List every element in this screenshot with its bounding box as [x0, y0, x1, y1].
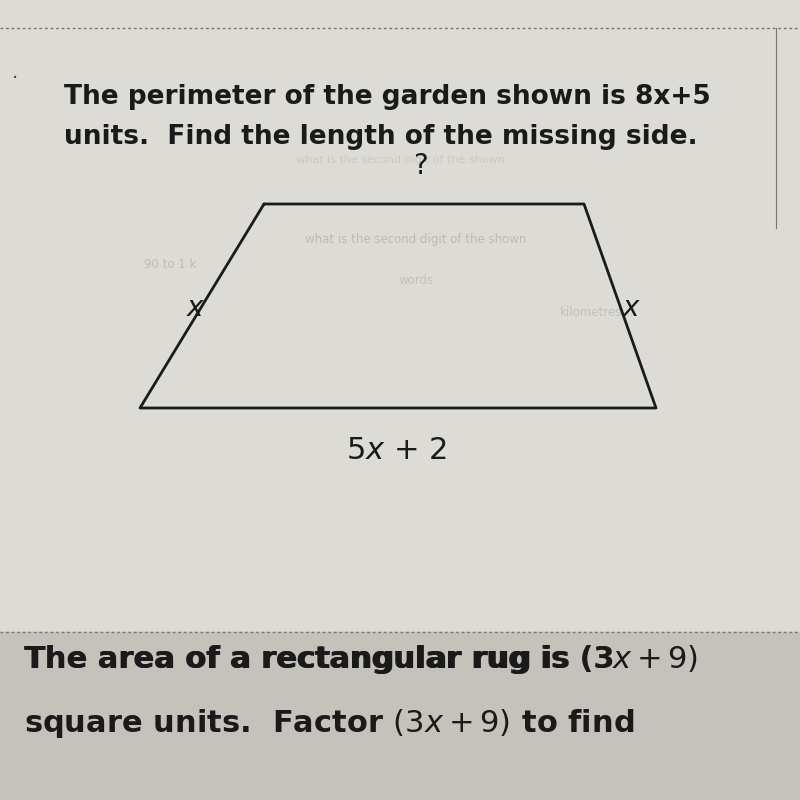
Text: $x$: $x$: [622, 294, 642, 322]
Text: what is the second digit of the shown: what is the second digit of the shown: [295, 155, 505, 165]
Bar: [0, 632, 800, 800]
Text: $5x$ + 2: $5x$ + 2: [346, 436, 446, 465]
Text: kilometres: kilometres: [560, 306, 622, 318]
Text: ?: ?: [413, 152, 427, 180]
Text: square units.  Factor $(3x + 9)$ to find: square units. Factor $(3x + 9)$ to find: [24, 707, 634, 741]
Bar: [0, 0, 800, 632]
Text: 90 to 1 k: 90 to 1 k: [144, 258, 196, 270]
Text: The perimeter of the garden shown is 8x+5: The perimeter of the garden shown is 8x+…: [64, 84, 710, 110]
Text: The area of a rectangular rug is $(3x + 9)$: The area of a rectangular rug is $(3x + …: [24, 643, 698, 677]
Text: words: words: [398, 274, 434, 286]
Text: The area of a rectangular rug is (3: The area of a rectangular rug is (3: [24, 646, 614, 674]
Text: $x$: $x$: [186, 294, 206, 322]
Text: what is the second digit of the shown: what is the second digit of the shown: [306, 234, 526, 246]
Text: units.  Find the length of the missing side.: units. Find the length of the missing si…: [64, 124, 698, 150]
Text: .: .: [12, 62, 18, 82]
